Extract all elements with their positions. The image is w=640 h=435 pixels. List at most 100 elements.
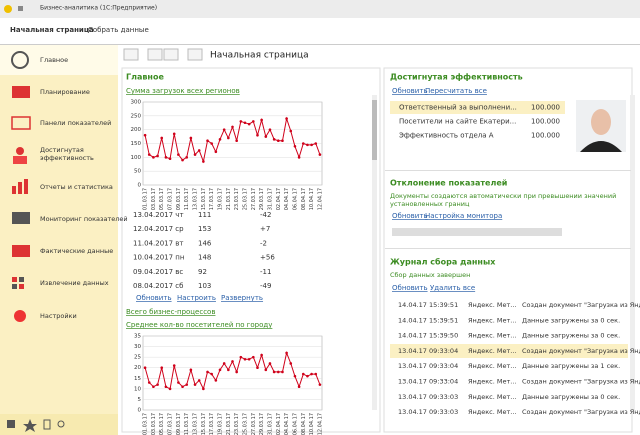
history-icon[interactable]	[43, 419, 51, 430]
sidebar-item[interactable]: Панели показателей	[40, 119, 111, 127]
nav-toolbar[interactable]	[123, 48, 203, 61]
y-tick-label: 25	[134, 355, 141, 361]
point	[172, 364, 176, 367]
sidebar-item[interactable]: Отчеты и статистика	[40, 183, 113, 191]
action-link[interactable]: Настройка монитора	[425, 212, 502, 220]
point	[247, 122, 251, 126]
point	[197, 379, 201, 382]
action-link[interactable]: Обновить	[392, 284, 428, 292]
scrollbar[interactable]	[372, 95, 377, 410]
tab[interactable]: Собрать данные	[88, 26, 149, 34]
favorite-button[interactable]	[187, 48, 203, 61]
action-link[interactable]: Обновить	[136, 294, 172, 302]
menu-icon	[18, 6, 23, 11]
point	[193, 383, 197, 386]
sidebar-item[interactable]: Фактические данные	[40, 247, 113, 255]
point	[310, 143, 313, 147]
chart-link[interactable]: Среднее кол-во посетителей по городу	[126, 321, 272, 329]
grid-icon[interactable]	[7, 420, 15, 428]
icon	[12, 284, 17, 289]
bottom-icons[interactable]	[7, 419, 65, 432]
point	[222, 362, 226, 365]
point	[276, 370, 280, 374]
scrollbar[interactable]	[630, 95, 635, 410]
sidebar-item[interactable]: Извлечение данных	[40, 279, 109, 287]
y-tick-label: 150	[131, 141, 142, 147]
separator	[385, 248, 631, 249]
table-cell: -11	[260, 268, 271, 276]
action-link[interactable]: Обновить	[392, 212, 428, 220]
action-link[interactable]: Удалить все	[430, 284, 475, 292]
sidebar-item[interactable]: Главное	[40, 56, 68, 64]
table-cell: 08.04.2017 сб	[133, 282, 183, 290]
table-cell: 12.04.2017 ср	[133, 225, 184, 233]
chart-link[interactable]: Сумма загрузок всех регионов	[126, 87, 240, 95]
point	[260, 118, 263, 122]
point	[252, 120, 255, 123]
table-cell: 13.04.17 09:33:04	[398, 378, 458, 386]
star-icon[interactable]	[23, 419, 37, 432]
table-cell: 92	[198, 268, 207, 276]
back-button[interactable]	[147, 48, 163, 61]
action-link[interactable]: Настроить	[177, 294, 216, 302]
action-link[interactable]: Пересчитать все	[425, 87, 487, 95]
x-tick-label: 07.03.17	[168, 188, 174, 210]
point	[227, 368, 230, 372]
y-tick-label: 10	[134, 386, 141, 392]
sidebar-selected	[0, 45, 118, 75]
sidebar-icons	[11, 51, 31, 322]
sidebar-item: Достигнутая эффективность	[40, 146, 94, 162]
point	[243, 357, 247, 361]
point	[239, 355, 243, 359]
sidebar	[0, 45, 118, 435]
action-link[interactable]: Обновить	[392, 87, 428, 95]
point	[147, 381, 151, 384]
link[interactable]: Всего бизнес-процессов	[126, 308, 215, 316]
sidebar-item[interactable]: Настройки	[40, 312, 77, 320]
point	[185, 383, 189, 386]
point	[272, 138, 276, 141]
status: Сбор данных завершен	[390, 271, 470, 279]
y-tick-label: 30	[134, 344, 141, 350]
point	[231, 125, 234, 129]
x-tick-label: 04.04.17	[284, 188, 290, 210]
table-cell: Ответственный за выполнени...	[399, 104, 517, 112]
sidebar-item[interactable]: Планирование	[40, 88, 90, 96]
y-tick-label: 0	[138, 408, 142, 414]
point	[272, 370, 276, 374]
point	[306, 374, 309, 378]
x-tick-label: 10.04.17	[309, 413, 315, 435]
y-tick-label: 20	[134, 365, 141, 371]
x-tick-label: 27.03.17	[251, 188, 257, 210]
plot-area	[142, 335, 323, 411]
x-tick-label: 03.03.17	[151, 413, 157, 435]
x-tick-label: 31.03.17	[267, 413, 273, 435]
y-tick-label: 100	[131, 155, 142, 161]
point	[181, 385, 184, 389]
point	[285, 351, 288, 355]
point	[214, 379, 218, 382]
search-icon[interactable]	[57, 420, 65, 428]
table-cell: 13.04.17 09:33:04	[398, 347, 458, 355]
icon	[13, 156, 27, 164]
sidebar-item-box: Достигнутая эффективность	[40, 146, 94, 162]
scroll-thumb[interactable]	[372, 100, 377, 160]
x-tick-label: 25.03.17	[242, 413, 248, 435]
icon	[12, 186, 16, 194]
icon	[12, 277, 17, 282]
table-cell: Яндекс. Мет...	[468, 378, 516, 386]
forward-button[interactable]	[163, 48, 179, 61]
table-cell: Данные загружены за 0 сек.	[522, 332, 620, 340]
separator	[0, 44, 640, 45]
point	[297, 385, 301, 389]
point	[256, 133, 259, 137]
tab[interactable]: Начальная страница	[10, 26, 94, 34]
home-button[interactable]	[123, 48, 139, 61]
sidebar-item[interactable]: Мониторинг показателей	[40, 215, 128, 223]
table-cell: Данные загружены за 1 сек.	[522, 362, 620, 370]
point	[227, 136, 230, 140]
table-cell: 146	[198, 239, 212, 247]
action-link[interactable]: Развернуть	[221, 294, 263, 302]
table-cell: 153	[198, 225, 211, 233]
